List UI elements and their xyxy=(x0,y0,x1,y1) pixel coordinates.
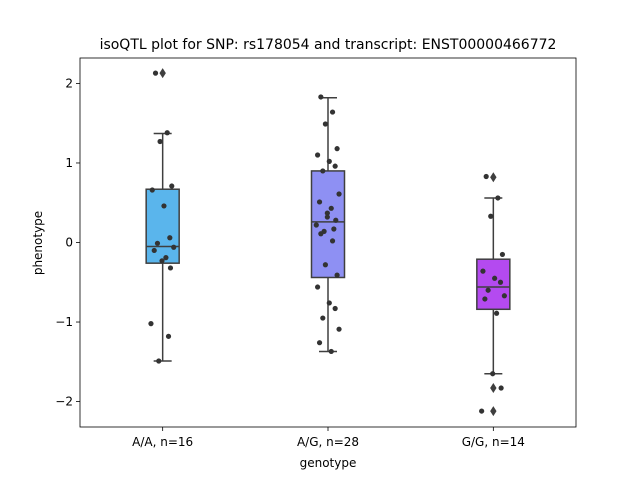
data-point xyxy=(326,158,332,164)
data-point xyxy=(490,371,496,377)
data-point xyxy=(332,163,338,169)
data-point xyxy=(328,348,334,355)
data-point xyxy=(167,265,174,271)
data-point xyxy=(499,251,506,258)
data-point xyxy=(480,268,486,274)
x-tick-label: A/A, n=16 xyxy=(132,435,193,449)
data-point xyxy=(152,70,159,76)
data-point xyxy=(316,199,323,205)
data-point xyxy=(164,130,170,136)
data-point xyxy=(167,235,173,241)
data-point xyxy=(498,385,504,391)
outlier-marker xyxy=(490,172,497,183)
chart-title: isoQTL plot for SNP: rs178054 and transc… xyxy=(100,37,557,53)
box xyxy=(145,188,180,264)
data-point xyxy=(154,240,161,246)
data-point xyxy=(171,244,177,250)
outlier-marker xyxy=(490,383,497,394)
box xyxy=(476,258,511,311)
data-point xyxy=(336,326,342,332)
data-point xyxy=(334,272,340,278)
data-point xyxy=(488,213,494,219)
data-point xyxy=(316,340,323,346)
data-point xyxy=(497,279,504,285)
box-group xyxy=(476,172,511,417)
data-point xyxy=(156,358,162,364)
data-point xyxy=(492,275,498,281)
box-group xyxy=(310,94,346,355)
y-axis-label: phenotype xyxy=(31,211,45,275)
y-tick-label: −2 xyxy=(55,395,73,409)
data-point xyxy=(324,214,330,220)
data-point xyxy=(329,238,336,244)
y-tick-label: 0 xyxy=(65,236,73,250)
x-axis: A/A, n=16 A/G, n=28 G/G, n=14 xyxy=(132,427,525,449)
data-point xyxy=(332,305,338,312)
data-point xyxy=(320,168,326,174)
data-point xyxy=(324,210,330,216)
data-point xyxy=(149,187,155,193)
data-point xyxy=(333,217,339,223)
data-point xyxy=(313,222,319,228)
data-point xyxy=(485,287,491,293)
y-tick-label: 2 xyxy=(65,76,73,90)
data-point xyxy=(326,300,332,306)
y-tick-label: −1 xyxy=(55,315,73,329)
y-axis: 2 1 0 −1 −2 xyxy=(55,76,80,409)
data-point xyxy=(315,152,321,158)
data-point xyxy=(315,284,321,290)
data-point xyxy=(329,109,336,115)
data-point xyxy=(334,146,340,152)
outlier-marker xyxy=(159,68,166,79)
data-point xyxy=(163,255,169,261)
data-point xyxy=(169,183,175,189)
outlier-marker xyxy=(490,406,497,417)
data-point xyxy=(483,173,489,180)
data-point xyxy=(501,293,507,299)
data-point xyxy=(331,226,337,232)
x-tick-label: A/G, n=28 xyxy=(297,435,359,449)
data-point xyxy=(320,315,326,321)
data-point xyxy=(322,262,328,268)
data-point xyxy=(318,94,324,100)
data-point xyxy=(159,258,165,264)
data-point xyxy=(336,191,342,197)
data-point xyxy=(151,247,157,254)
data-point xyxy=(493,310,500,316)
y-tick-label: 1 xyxy=(65,156,73,170)
data-point xyxy=(479,408,485,414)
box-group xyxy=(145,68,180,364)
data-point xyxy=(318,231,324,237)
x-axis-label: genotype xyxy=(300,456,357,470)
data-point xyxy=(322,121,328,127)
data-point xyxy=(148,321,154,327)
data-point xyxy=(161,203,167,209)
x-tick-label: G/G, n=14 xyxy=(462,435,525,449)
data-point xyxy=(328,205,334,211)
data-point xyxy=(495,195,501,201)
data-point xyxy=(165,333,172,339)
plot-area xyxy=(145,68,511,417)
data-point xyxy=(482,296,488,302)
data-point xyxy=(157,138,163,145)
